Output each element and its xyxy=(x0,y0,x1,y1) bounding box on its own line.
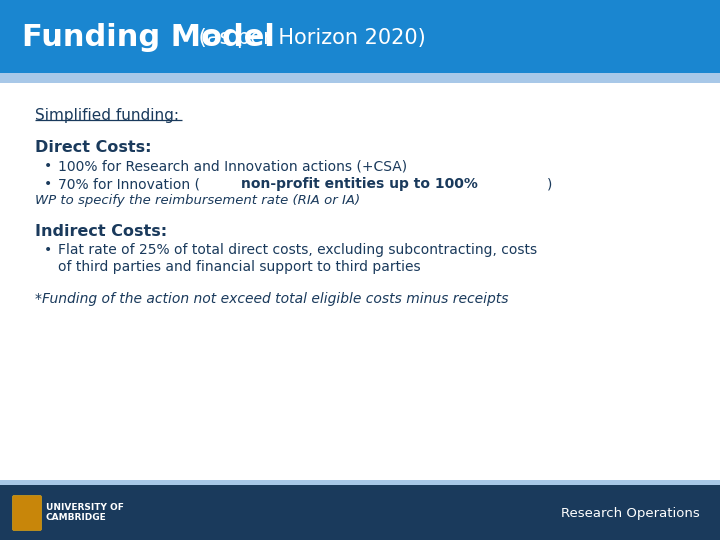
Text: non-profit entities up to 100%: non-profit entities up to 100% xyxy=(241,177,478,191)
Bar xyxy=(0,73,720,83)
Text: •: • xyxy=(44,177,53,191)
Text: Research Operations: Research Operations xyxy=(562,507,700,519)
Text: 100% for Research and Innovation actions (+CSA): 100% for Research and Innovation actions… xyxy=(58,159,407,173)
Text: Simplified funding:: Simplified funding: xyxy=(35,108,179,123)
Text: WP to specify the reimbursement rate (RIA or IA): WP to specify the reimbursement rate (RI… xyxy=(35,194,360,207)
Text: CAMBRIDGE: CAMBRIDGE xyxy=(46,514,107,523)
Bar xyxy=(0,0,720,75)
Text: UNIVERSITY OF: UNIVERSITY OF xyxy=(46,503,124,512)
Text: •: • xyxy=(44,243,53,257)
FancyBboxPatch shape xyxy=(12,496,42,530)
Bar xyxy=(0,480,720,485)
Text: 70% for Innovation (: 70% for Innovation ( xyxy=(58,177,200,191)
Text: Flat rate of 25% of total direct costs, excluding subcontracting, costs: Flat rate of 25% of total direct costs, … xyxy=(58,243,537,257)
Text: •: • xyxy=(44,159,53,173)
Text: Indirect Costs:: Indirect Costs: xyxy=(35,224,167,239)
Text: (as per Horizon 2020): (as per Horizon 2020) xyxy=(192,28,426,48)
Bar xyxy=(0,482,720,540)
Text: *Funding of the action not exceed total eligible costs minus receipts: *Funding of the action not exceed total … xyxy=(35,292,508,306)
Text: ): ) xyxy=(547,177,552,191)
Text: of third parties and financial support to third parties: of third parties and financial support t… xyxy=(58,260,420,274)
Text: Direct Costs:: Direct Costs: xyxy=(35,140,151,155)
Text: Funding Model: Funding Model xyxy=(22,24,275,52)
